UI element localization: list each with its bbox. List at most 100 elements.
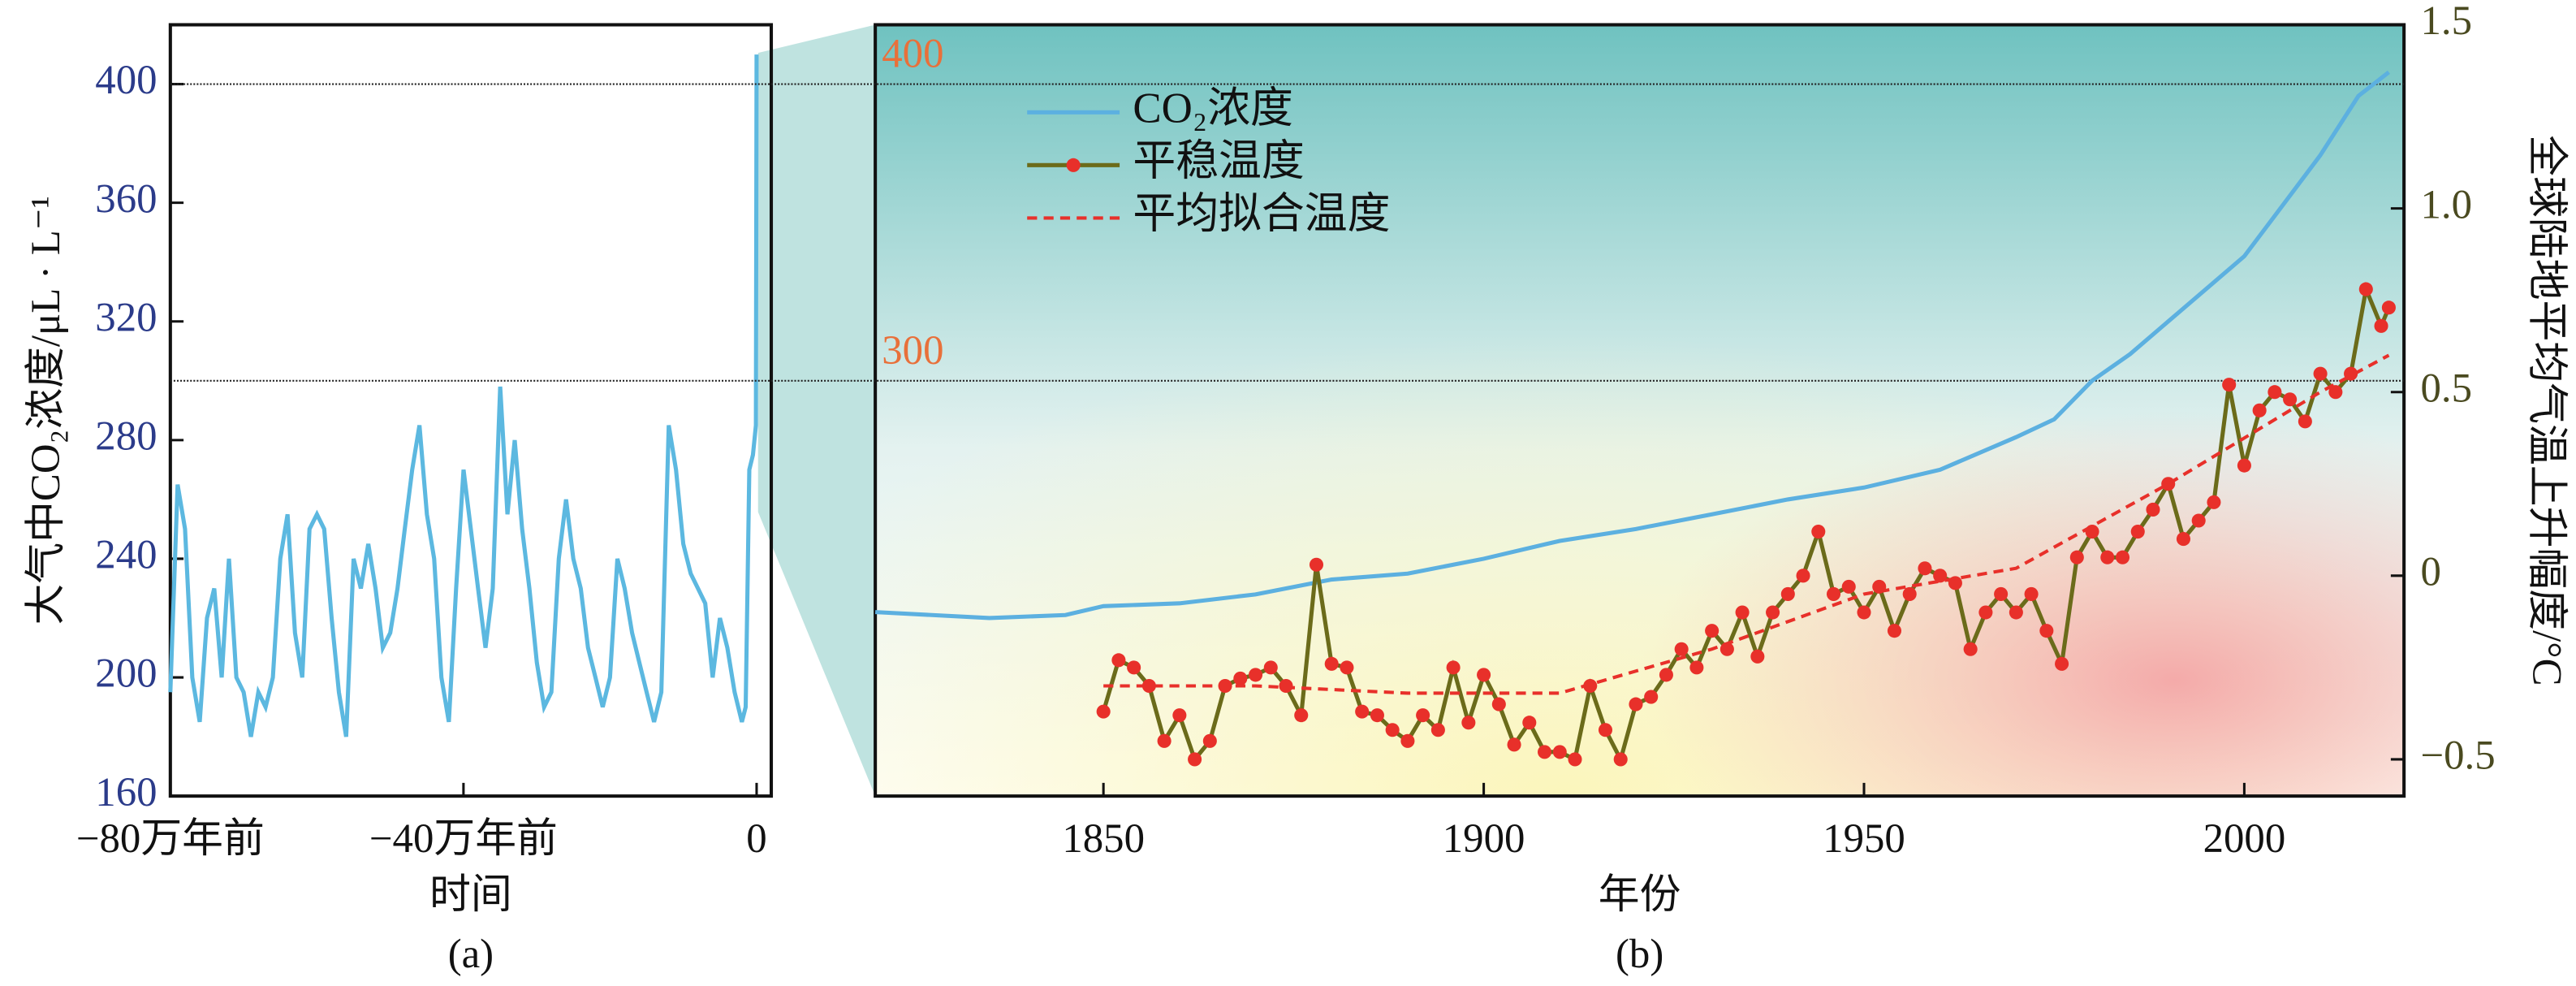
series-marker [2009,605,2023,620]
y2-tick-label: 1.0 [2420,181,2472,227]
series-marker [1172,708,1187,723]
series-marker [1096,704,1111,719]
series-marker [1857,605,1871,620]
y2-tick-label: 0.5 [2420,365,2472,410]
series-marker [2161,477,2176,491]
series-marker [1918,561,1932,576]
series-marker [1705,624,1719,638]
series-marker [2100,550,2115,564]
y-tick-label: 360 [95,175,157,221]
y2-axis-label: 全球陆地平均气温上升幅度/°C [2524,135,2570,685]
zoom-connector [757,24,876,797]
series-marker [1202,733,1217,748]
series-marker [1522,716,1537,730]
y2-tick-label: −0.5 [2420,733,2495,778]
x-tick-label: −40万年前 [369,815,558,861]
series-marker [1340,660,1354,675]
series-marker [1188,752,1202,767]
legend-label: CO₂浓度 [1133,84,1293,132]
series-marker [1568,752,1582,767]
panel-b-frame [874,23,2406,798]
series-marker [1324,656,1339,671]
series-marker [1294,708,1309,723]
series-marker [1446,660,1461,675]
x-axis-label: 年份 [1599,871,1681,917]
series-marker [1796,569,1810,583]
series-marker [1430,723,1445,737]
series-marker [2024,586,2039,601]
series-marker [2176,532,2191,547]
series-marker [2267,385,2282,400]
series-marker [1994,586,2009,601]
series-marker [2313,366,2328,381]
series-line [874,70,2391,621]
series-marker [1370,708,1384,723]
series-marker [1355,704,1370,719]
series-marker [1613,752,1628,767]
y2-tick-label: 0 [2420,548,2440,594]
series-line [1103,353,2390,695]
series-marker [1887,624,1902,638]
series-marker [1507,737,1521,752]
legend-marker [1066,158,1081,172]
series-line [168,54,759,737]
reference-label: 300 [882,327,943,373]
x-axis-label: 时间 [429,871,512,917]
series-marker [2298,414,2312,429]
y-tick-label: 320 [95,294,157,339]
series-marker [1127,660,1141,675]
series-marker [1933,569,1948,583]
series-marker [2252,403,2267,417]
series-marker [1552,745,1567,759]
series-marker [2055,656,2069,671]
series-marker [1629,697,1643,711]
x-tick-label: 2000 [2203,815,2286,861]
series-marker [1719,642,1734,656]
series-marker [1598,723,1613,737]
series-marker [2358,282,2373,296]
series-marker [1416,708,1430,723]
series-marker [2222,378,2237,392]
series-marker [2191,513,2206,528]
series-marker [1902,586,1917,601]
series-marker [1750,649,1765,664]
series-marker [1811,525,1826,539]
series-marker [2146,502,2160,517]
panel-b-background [875,24,2405,797]
panel-a-frame [168,23,774,798]
series-marker [1111,653,1126,668]
series-marker [1978,605,1993,620]
y2-tick-label: 1.5 [2420,0,2472,43]
series-marker [1963,642,1978,656]
series-marker [2130,525,2145,539]
reference-label: 400 [882,31,943,76]
series-marker [1537,745,1552,759]
series-marker [2039,624,2054,638]
legend-label: 平稳温度 [1133,137,1304,184]
x-tick-label: 1950 [1823,815,1905,861]
series-marker [1766,605,1780,620]
series-marker [1735,605,1750,620]
series-line [1101,282,2391,765]
series-marker [1141,678,1156,694]
series-marker [2115,550,2130,564]
x-tick-label: 1900 [1443,815,1525,861]
series-marker [2069,550,2084,564]
x-tick-label: −80万年前 [76,815,265,861]
series-marker [1674,642,1689,656]
series-marker [1400,733,1415,748]
series-marker [1263,660,1278,675]
series-marker [1233,671,1248,685]
series-marker [2381,301,2396,315]
series-marker [1385,723,1400,737]
series-marker [1841,579,1856,594]
legend-label: 平均拟合温度 [1133,191,1390,238]
y-tick-label: 400 [95,57,157,102]
series-marker [1780,586,1795,601]
series-marker [1157,733,1171,748]
y-tick-label: 160 [95,769,157,815]
series-marker [1248,668,1263,682]
y-tick-label: 280 [95,413,157,459]
series-marker [1491,697,1506,711]
